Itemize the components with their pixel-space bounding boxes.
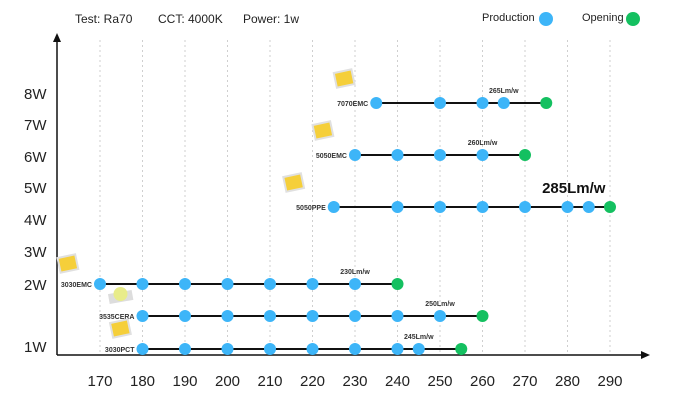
production-point xyxy=(434,310,446,322)
x-tick-label: 290 xyxy=(597,373,622,390)
production-point xyxy=(434,201,446,213)
x-tick-label: 240 xyxy=(385,373,410,390)
production-point xyxy=(221,278,234,290)
production-point xyxy=(349,343,361,355)
production-point xyxy=(412,343,425,355)
y-tick-label: 3W xyxy=(24,244,47,261)
production-point xyxy=(370,97,383,109)
y-tick-label: 5W xyxy=(24,180,47,197)
production-point xyxy=(349,149,361,161)
series-label: 5050PPE xyxy=(296,205,326,212)
series-label: 7070EMC xyxy=(337,101,368,108)
power-label: Power: 1w xyxy=(243,12,300,26)
production-point xyxy=(179,343,191,355)
y-axis-arrow xyxy=(53,33,61,42)
led-dome-icon xyxy=(113,287,128,301)
production-point xyxy=(349,310,361,322)
led-chip-icon xyxy=(311,120,335,141)
production-point xyxy=(391,343,404,355)
production-point xyxy=(434,149,446,161)
production-point xyxy=(582,201,595,213)
efficacy-annotation: 245Lm/w xyxy=(404,334,434,341)
production-point xyxy=(391,310,404,322)
production-point xyxy=(136,310,149,322)
x-tick-label: 210 xyxy=(257,373,282,390)
production-point xyxy=(179,278,191,290)
opening-point xyxy=(540,97,553,109)
efficacy-annotation: 250Lm/w xyxy=(425,301,455,308)
production-point xyxy=(327,201,340,213)
opening-point xyxy=(519,149,531,161)
production-point xyxy=(497,97,510,109)
led-chip-icon xyxy=(56,253,80,274)
production-point xyxy=(306,278,319,290)
series-label: 3030PCT xyxy=(105,347,135,354)
series-label: 3030EMC xyxy=(61,282,92,289)
production-point xyxy=(136,343,149,355)
led-chip-icon xyxy=(108,318,132,339)
opening-point xyxy=(604,201,616,213)
production-point xyxy=(349,278,361,290)
production-point xyxy=(179,310,191,322)
efficacy-annotation: 230Lm/w xyxy=(340,269,370,276)
x-tick-label: 270 xyxy=(512,373,537,390)
y-tick-label: 6W xyxy=(24,149,47,166)
efficacy-annotation: 265Lm/w xyxy=(489,88,519,95)
x-tick-label: 200 xyxy=(215,373,240,390)
x-tick-label: 180 xyxy=(130,373,155,390)
legend-production-label: Production xyxy=(482,12,535,24)
production-point xyxy=(434,97,446,109)
efficacy-annotation: 260Lm/w xyxy=(468,140,498,147)
production-point xyxy=(264,278,276,290)
legend-opening-dot xyxy=(626,12,640,26)
y-tick-label: 7W xyxy=(24,117,47,134)
production-point xyxy=(391,149,404,161)
series-label: 3535CERA xyxy=(99,314,134,321)
production-point xyxy=(519,201,531,213)
production-point xyxy=(476,97,489,109)
y-tick-label: 2W xyxy=(24,277,47,294)
led-chip-icon xyxy=(282,172,306,193)
series-label: 5050EMC xyxy=(316,153,347,160)
production-point xyxy=(94,278,106,290)
legend-opening-label: Opening xyxy=(582,12,624,24)
opening-point xyxy=(455,343,468,355)
x-tick-label: 190 xyxy=(172,373,197,390)
led-chip-icon xyxy=(332,68,356,89)
test-label: Test: Ra70 xyxy=(75,12,133,26)
production-point xyxy=(136,278,149,290)
x-tick-label: 170 xyxy=(87,373,112,390)
efficacy-annotation: 285Lm/w xyxy=(542,180,606,197)
production-point xyxy=(264,343,276,355)
production-point xyxy=(221,343,234,355)
production-point xyxy=(221,310,234,322)
x-tick-label: 280 xyxy=(555,373,580,390)
production-point xyxy=(561,201,574,213)
x-tick-label: 220 xyxy=(300,373,325,390)
y-tick-label: 8W xyxy=(24,86,47,103)
legend-production-dot xyxy=(539,12,553,26)
production-point xyxy=(391,201,404,213)
production-point xyxy=(476,201,489,213)
production-point xyxy=(306,343,319,355)
production-point xyxy=(476,149,489,161)
x-tick-label: 260 xyxy=(470,373,495,390)
production-point xyxy=(264,310,276,322)
production-point xyxy=(306,310,319,322)
y-tick-label: 1W xyxy=(24,339,47,356)
cct-label: CCT: 4000K xyxy=(158,12,223,26)
x-axis-arrow xyxy=(641,351,650,359)
x-tick-label: 250 xyxy=(427,373,452,390)
x-tick-label: 230 xyxy=(342,373,367,390)
opening-point xyxy=(391,278,404,290)
opening-point xyxy=(476,310,489,322)
y-tick-label: 4W xyxy=(24,212,47,229)
